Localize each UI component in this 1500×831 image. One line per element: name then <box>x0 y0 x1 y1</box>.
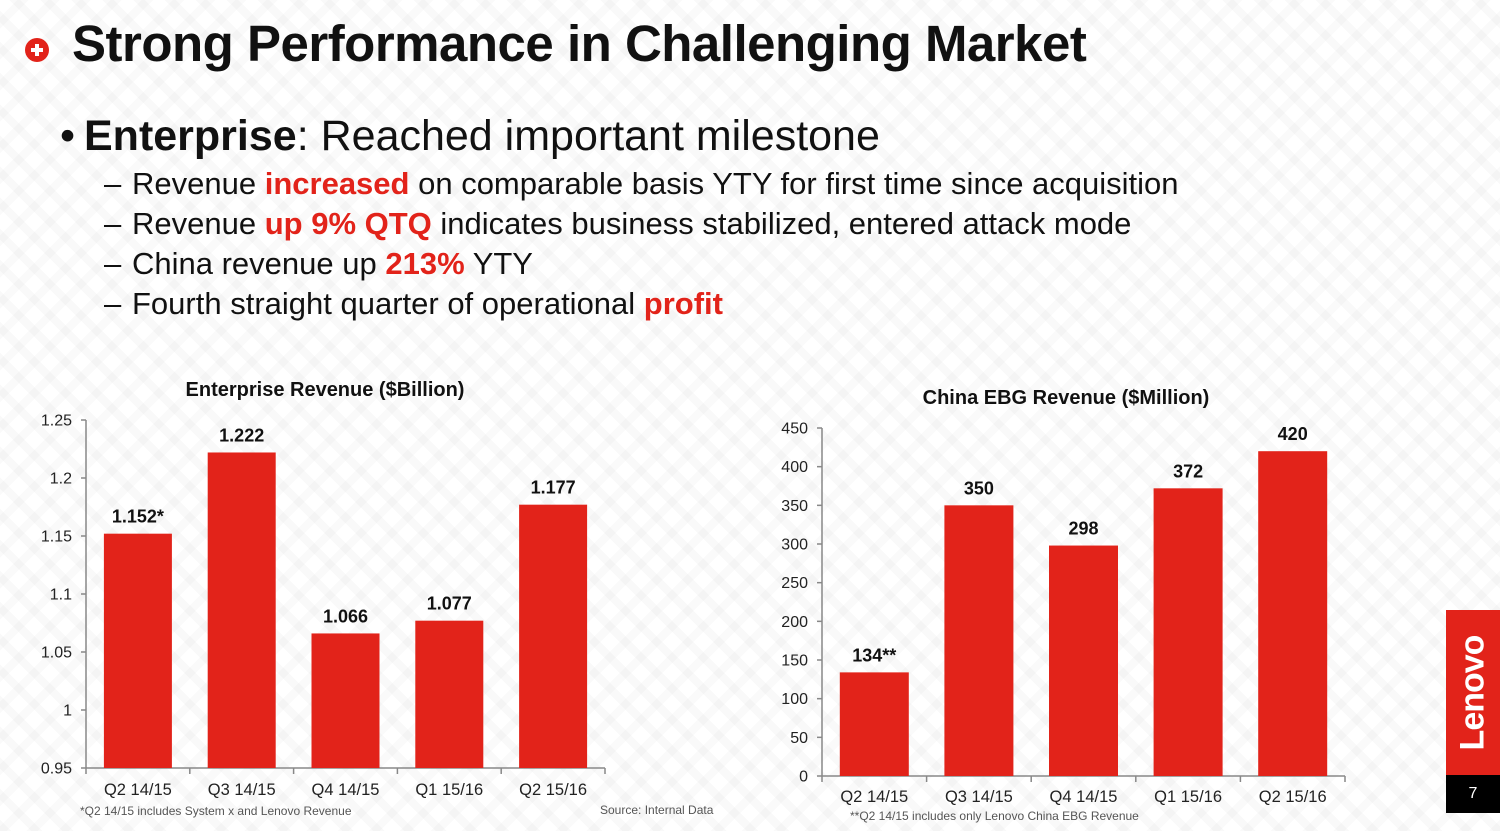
x-tick-label: Q1 15/16 <box>1154 788 1222 806</box>
bar <box>1049 545 1118 776</box>
sub-bullet: – Revenue up 9% QTQ indicates business st… <box>104 206 1131 242</box>
page-number: 7 <box>1446 775 1500 813</box>
bar <box>207 452 276 768</box>
data-label: 1.152* <box>112 507 164 527</box>
data-label: 372 <box>1173 461 1203 481</box>
y-tick-label: 1.1 <box>50 587 72 604</box>
main-bullet: • Enterprise: Reached important milestone <box>60 112 880 161</box>
y-tick-label: 400 <box>781 459 808 476</box>
y-tick-label: 300 <box>781 537 808 554</box>
y-tick-label: 1.2 <box>50 471 72 488</box>
bullet-bold-text: Enterprise <box>84 112 297 160</box>
bar <box>103 533 172 768</box>
y-tick-label: 1.05 <box>41 645 72 662</box>
x-tick-label: Q3 14/15 <box>208 781 276 799</box>
chart-footnote: *Q2 14/15 includes System x and Lenovo R… <box>80 804 352 818</box>
chart-title: China EBG Revenue ($Million) <box>923 387 1210 409</box>
y-tick-label: 250 <box>781 575 808 592</box>
bar <box>944 505 1014 776</box>
chart-footnote: **Q2 14/15 includes only Lenovo China EB… <box>850 809 1139 823</box>
dash: – <box>104 286 122 321</box>
y-tick-label: 200 <box>781 614 808 631</box>
bar <box>1153 488 1223 776</box>
lenovo-logo: Lenovo <box>1446 610 1500 775</box>
sub-bullet-post: YTY <box>464 246 533 281</box>
data-label: 350 <box>964 478 994 498</box>
chart-title: Enterprise Revenue ($Billion) <box>186 379 465 401</box>
y-tick-label: 100 <box>781 691 808 708</box>
sub-bullet: – China revenue up 213% YTY <box>104 246 533 282</box>
bar <box>311 633 380 768</box>
bar <box>415 620 484 768</box>
y-tick-label: 0 <box>799 769 808 786</box>
data-label: 1.066 <box>323 606 368 626</box>
data-label: 134** <box>852 645 896 665</box>
sub-bullet-highlight: up 9% QTQ <box>264 206 432 241</box>
x-tick-label: Q4 14/15 <box>312 781 380 799</box>
x-tick-label: Q4 14/15 <box>1050 788 1118 806</box>
dash: – <box>104 166 122 201</box>
x-tick-label: Q2 14/15 <box>104 781 172 799</box>
sub-bullet-pre: Revenue <box>132 166 265 201</box>
logo-text: Lenovo <box>1453 635 1492 750</box>
data-label: 1.222 <box>219 425 264 445</box>
y-tick-label: 1.25 <box>41 413 72 430</box>
charts-canvas: Enterprise Revenue ($Billion) 0.95 1 1.05 1.… <box>41 379 1346 823</box>
bullet-dot: • <box>60 112 76 160</box>
y-tick-label: 350 <box>781 498 808 515</box>
chart-source: Source: Internal Data <box>600 803 714 817</box>
sub-bullet: – Fourth straight quarter of operational … <box>104 286 723 322</box>
bar <box>839 672 909 776</box>
title-bullet-icon <box>25 38 49 62</box>
sub-bullet-post: indicates business stabilized, entered a… <box>431 206 1132 241</box>
page-title: Strong Performance in Challenging Market <box>72 15 1087 72</box>
x-tick-label: Q3 14/15 <box>945 788 1013 806</box>
data-label: 298 <box>1068 519 1098 539</box>
data-label: 1.177 <box>531 478 576 498</box>
sub-bullet-post: on comparable basis YTY for first time s… <box>409 166 1179 201</box>
sub-bullet-highlight: increased <box>264 166 410 201</box>
bar <box>519 504 588 768</box>
bar <box>1258 451 1328 776</box>
y-tick-label: 1 <box>63 703 72 720</box>
sub-bullet-pre: China revenue up <box>132 246 386 281</box>
dash: – <box>104 206 122 241</box>
data-label: 1.077 <box>427 594 472 614</box>
x-tick-label: Q2 15/16 <box>519 781 587 799</box>
x-tick-label: Q2 14/15 <box>840 788 908 806</box>
sub-bullet-pre: Revenue <box>132 206 265 241</box>
y-tick-label: 0.95 <box>41 761 72 778</box>
sub-bullet-highlight: profit <box>643 286 723 321</box>
dash: – <box>104 246 122 281</box>
y-tick-label: 1.15 <box>41 529 72 546</box>
y-tick-label: 450 <box>781 421 808 438</box>
sub-bullet-highlight: 213% <box>385 246 465 281</box>
x-tick-label: Q2 15/16 <box>1259 788 1327 806</box>
bullet-text: : Reached important milestone <box>296 112 880 160</box>
data-label: 420 <box>1278 424 1308 444</box>
y-tick-label: 50 <box>790 730 808 747</box>
x-tick-label: Q1 15/16 <box>415 781 483 799</box>
sub-bullet: – Revenue increased on comparable basis Y… <box>104 166 1179 202</box>
sub-bullet-pre: Fourth straight quarter of operational <box>132 286 644 321</box>
y-tick-label: 150 <box>781 653 808 670</box>
